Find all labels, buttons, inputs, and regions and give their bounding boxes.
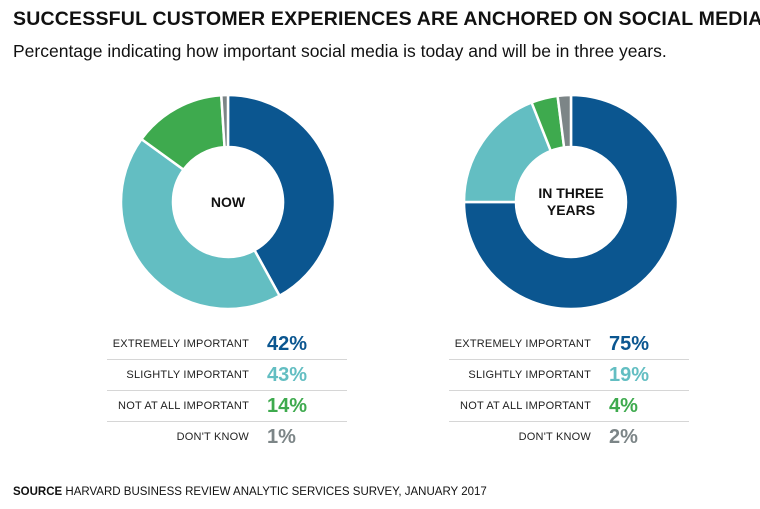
legend-label: DON'T KNOW — [176, 431, 249, 443]
legend-value: 19% — [609, 363, 650, 386]
legend-row: SLIGHTLY IMPORTANT 43% — [107, 360, 347, 391]
donut-slice — [462, 93, 680, 311]
legend-label: DON'T KNOW — [518, 431, 591, 443]
legend-now: EXTREMELY IMPORTANT 42% SLIGHTLY IMPORTA… — [107, 329, 347, 452]
donut-slice — [219, 93, 230, 149]
donut-slice — [119, 137, 282, 311]
legend-row: DON'T KNOW 1% — [107, 422, 347, 452]
legend-row: DON'T KNOW 2% — [449, 422, 689, 452]
legend-value: 14% — [267, 394, 308, 417]
legend-value: 2% — [609, 425, 638, 448]
legend-three-years: EXTREMELY IMPORTANT 75% SLIGHTLY IMPORTA… — [449, 329, 689, 452]
legend-label: NOT AT ALL IMPORTANT — [118, 400, 249, 412]
legend-label: EXTREMELY IMPORTANT — [112, 338, 249, 350]
legend-row: NOT AT ALL IMPORTANT 4% — [449, 391, 689, 422]
chart-title: SUCCESSFUL CUSTOMER EXPERIENCES ARE ANCH… — [13, 8, 760, 30]
legend-label: SLIGHTLY IMPORTANT — [126, 369, 249, 381]
legend-label: NOT AT ALL IMPORTANT — [460, 400, 591, 412]
legend-value: 1% — [267, 425, 296, 448]
legend-value: 75% — [609, 332, 650, 355]
legend-value: 43% — [267, 363, 308, 386]
donut-svg-now — [119, 93, 337, 311]
source-note: SOURCE HARVARD BUSINESS REVIEW ANALYTIC … — [13, 486, 487, 498]
legend-value: 42% — [267, 332, 308, 355]
chart-subtitle: Percentage indicating how important soci… — [13, 41, 667, 61]
legend-row: EXTREMELY IMPORTANT 42% — [107, 329, 347, 360]
legend-label: EXTREMELY IMPORTANT — [454, 338, 591, 350]
legend-label: SLIGHTLY IMPORTANT — [468, 369, 591, 381]
donut-slice — [226, 93, 337, 298]
donut-slice — [556, 93, 573, 149]
legend-value: 4% — [609, 394, 638, 417]
legend-row: EXTREMELY IMPORTANT 75% — [449, 329, 689, 360]
legend-row: SLIGHTLY IMPORTANT 19% — [449, 360, 689, 391]
source-text: HARVARD BUSINESS REVIEW ANALYTIC SERVICE… — [65, 486, 487, 498]
donut-chart-three-years: IN THREE YEARS — [462, 93, 680, 311]
donut-svg-three-years — [462, 93, 680, 311]
donut-chart-now: NOW — [119, 93, 337, 311]
source-label: SOURCE — [13, 486, 63, 498]
legend-row: NOT AT ALL IMPORTANT 14% — [107, 391, 347, 422]
